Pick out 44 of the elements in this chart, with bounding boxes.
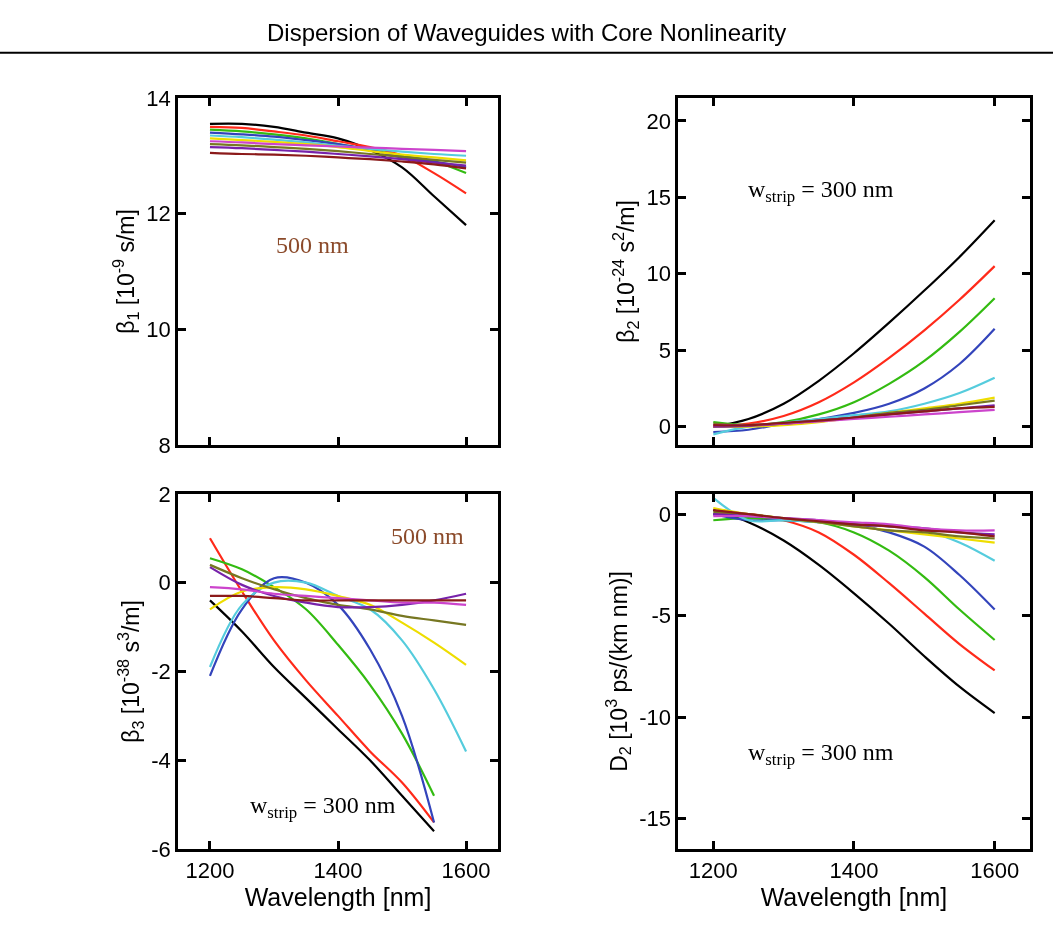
line-series (208, 140, 468, 153)
y-tick-label: -10 (639, 704, 671, 730)
y-tick-label: 12 (146, 201, 171, 227)
line-series (712, 297, 996, 427)
y-tick-label: 8 (158, 432, 171, 458)
y-tick-label: 0 (158, 570, 171, 596)
x-tick-label: 1200 (185, 858, 235, 884)
y-tick-label: -6 (151, 836, 171, 862)
x-tick-label: 1400 (313, 858, 363, 884)
x-axis-title: Wavelength [nm] (760, 883, 948, 912)
annotation: 500 nm (276, 232, 349, 258)
x-tick-label: 1200 (688, 858, 738, 884)
x-axis-title: Wavelength [nm] (244, 883, 432, 912)
y-tick-label: 14 (146, 85, 171, 111)
annotation: w$_{strip}$ = 300 nm (748, 739, 894, 770)
x-tick-label: 1600 (441, 858, 491, 884)
line-series (208, 151, 468, 170)
line-series (208, 134, 468, 157)
y-tick-label: 15 (646, 184, 671, 210)
line-series (208, 557, 436, 797)
y-tick-label: -15 (639, 806, 671, 832)
line-series (208, 585, 468, 606)
y-tick-label: 10 (646, 261, 671, 287)
x-tick-label: 1400 (829, 858, 879, 884)
line-series (208, 566, 468, 609)
y-tick-label: 5 (658, 337, 671, 363)
line-series (208, 125, 468, 195)
annotation: w$_{strip}$ = 300 nm (250, 792, 396, 823)
y-tick-label: 10 (146, 317, 171, 342)
y-tick-label: -2 (151, 659, 171, 685)
line-series (208, 563, 468, 626)
y-tick-label: -5 (651, 603, 671, 629)
x-tick-label: 1600 (970, 858, 1020, 884)
line-series (208, 137, 468, 162)
chart-title: Dispersion of Waveguides with Core Nonlinearity (267, 19, 787, 46)
y-tick-label: 0 (658, 501, 671, 527)
y-tick-label: 2 (158, 481, 171, 507)
line-series (208, 122, 468, 227)
y-tick-label: 20 (646, 108, 671, 134)
annotation: 500 nm (391, 523, 464, 549)
y-tick-label: -4 (151, 747, 171, 773)
annotation: w$_{strip}$ = 300 nm (748, 176, 894, 207)
line-series (208, 585, 468, 666)
y-tick-label: 0 (658, 414, 671, 440)
